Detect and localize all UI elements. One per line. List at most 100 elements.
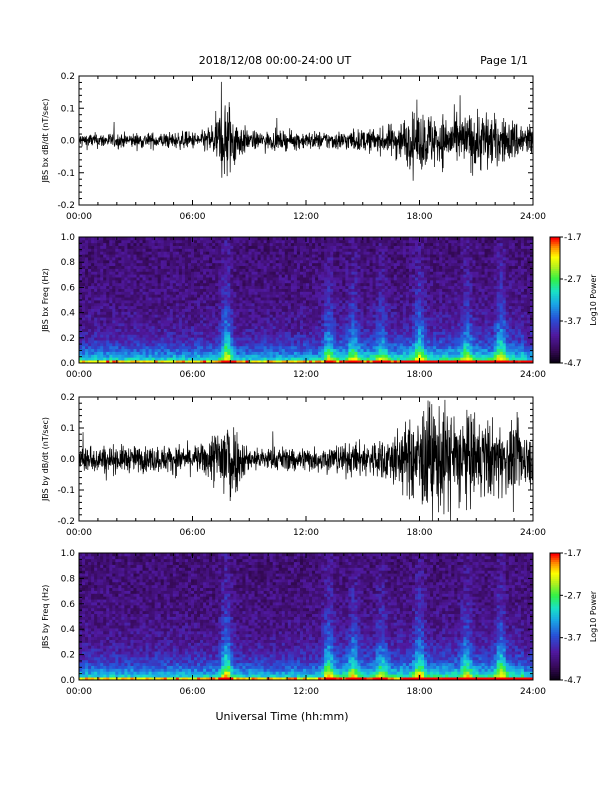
heatmap-cell (239, 271, 243, 275)
heatmap-cell (381, 351, 386, 355)
heatmap-cell (396, 271, 401, 275)
y-tick-label: -0.2 (57, 201, 75, 211)
heatmap-cell (209, 305, 213, 309)
heatmap-cell (257, 325, 261, 330)
heatmap-cell (411, 331, 416, 335)
heatmap-cell (339, 320, 343, 324)
heatmap-cell (251, 351, 255, 355)
heatmap-cell (203, 351, 207, 355)
heatmap-cell (109, 334, 113, 338)
heatmap-cell (169, 242, 174, 246)
heatmap-cell (284, 308, 289, 312)
heatmap-cell (154, 331, 159, 335)
heatmap-cell (212, 242, 216, 246)
heatmap-cell (91, 245, 95, 249)
heatmap-cell (321, 248, 325, 252)
heatmap-cell (97, 271, 101, 275)
heatmap-cell (118, 239, 122, 244)
heatmap-cell (166, 317, 171, 321)
heatmap-cell (321, 282, 325, 287)
heatmap-cell (181, 288, 186, 292)
heatmap-cell (88, 357, 92, 361)
heatmap-cell (97, 300, 101, 304)
heatmap-cell (227, 271, 231, 275)
heatmap-cell (290, 345, 295, 350)
heatmap-cell (339, 351, 343, 355)
panels-group: 00:00 06:00 12:00 18:00 24:00-0.2-0.10.00.10… (41, 72, 598, 697)
heatmap-cell (354, 331, 358, 335)
heatmap-cell (248, 334, 252, 338)
heatmap-cell (127, 354, 131, 358)
heatmap-cell (184, 331, 189, 335)
heatmap-cell (109, 342, 113, 347)
heatmap-cell (327, 279, 331, 284)
heatmap-cell (166, 279, 171, 284)
heatmap-cell (136, 288, 140, 292)
heatmap-cell (269, 277, 274, 281)
heatmap-cell (130, 248, 134, 252)
heatmap-cell (342, 314, 346, 318)
heatmap-cell (399, 314, 404, 318)
heatmap-cell (212, 354, 216, 358)
heatmap-cell (133, 322, 137, 327)
heatmap-cell (312, 257, 316, 261)
heatmap-cell (209, 268, 213, 272)
heatmap-cell (381, 265, 386, 269)
heatmap-cell (212, 302, 216, 307)
heatmap-cell (209, 351, 213, 355)
heatmap-cell (133, 257, 137, 261)
heatmap-cell (145, 354, 150, 358)
heatmap-cell (230, 294, 234, 298)
heatmap-cell (160, 257, 165, 261)
heatmap-cell (184, 288, 189, 292)
heatmap-cell (387, 271, 392, 275)
heatmap-cell (112, 237, 116, 241)
heatmap-cell (309, 337, 313, 341)
heatmap-cell (360, 248, 364, 252)
heatmap-cell (85, 311, 89, 315)
heatmap-cell (296, 237, 301, 241)
heatmap-cell (194, 237, 198, 241)
heatmap-cell (315, 314, 319, 318)
heatmap-cell (357, 328, 361, 332)
heatmap-cell (315, 239, 319, 244)
heatmap-cell (242, 322, 246, 327)
heatmap-cell (333, 239, 337, 244)
heatmap-cell (363, 302, 367, 307)
heatmap-cell (130, 337, 134, 341)
heatmap-cell (127, 291, 131, 295)
heatmap-cell (272, 348, 277, 352)
heatmap-cell (330, 320, 334, 324)
heatmap-cell (333, 337, 337, 341)
heatmap-cell (88, 342, 92, 347)
heatmap-cell (393, 308, 398, 312)
heatmap-cell (203, 288, 207, 292)
heatmap-cell (142, 291, 146, 295)
heatmap-cell (136, 357, 140, 361)
heatmap-cell (254, 277, 258, 281)
heatmap-cell (306, 297, 310, 301)
heatmap-cell (97, 248, 101, 252)
heatmap-cell (396, 277, 401, 281)
heatmap-cell (239, 351, 243, 355)
heatmap-cell (254, 285, 258, 289)
heatmap-cell (327, 265, 331, 269)
heatmap-cell (351, 317, 355, 321)
heatmap-cell (266, 239, 271, 244)
heatmap-cell (145, 300, 150, 304)
heatmap-cell (302, 314, 307, 318)
heatmap-cell (184, 259, 189, 264)
heatmap-cell (315, 237, 319, 241)
heatmap-cell (100, 337, 104, 341)
heatmap-cell (342, 285, 346, 289)
heatmap-cell (345, 282, 349, 287)
heatmap-cell (85, 314, 89, 318)
heatmap-cell (184, 325, 189, 330)
heatmap-cell (408, 262, 413, 267)
heatmap-cell (160, 300, 165, 304)
heatmap-cell (393, 317, 398, 321)
heatmap-cell (248, 271, 252, 275)
heatmap-cell (345, 325, 349, 330)
heatmap-cell (181, 360, 186, 364)
heatmap-cell (97, 239, 101, 244)
